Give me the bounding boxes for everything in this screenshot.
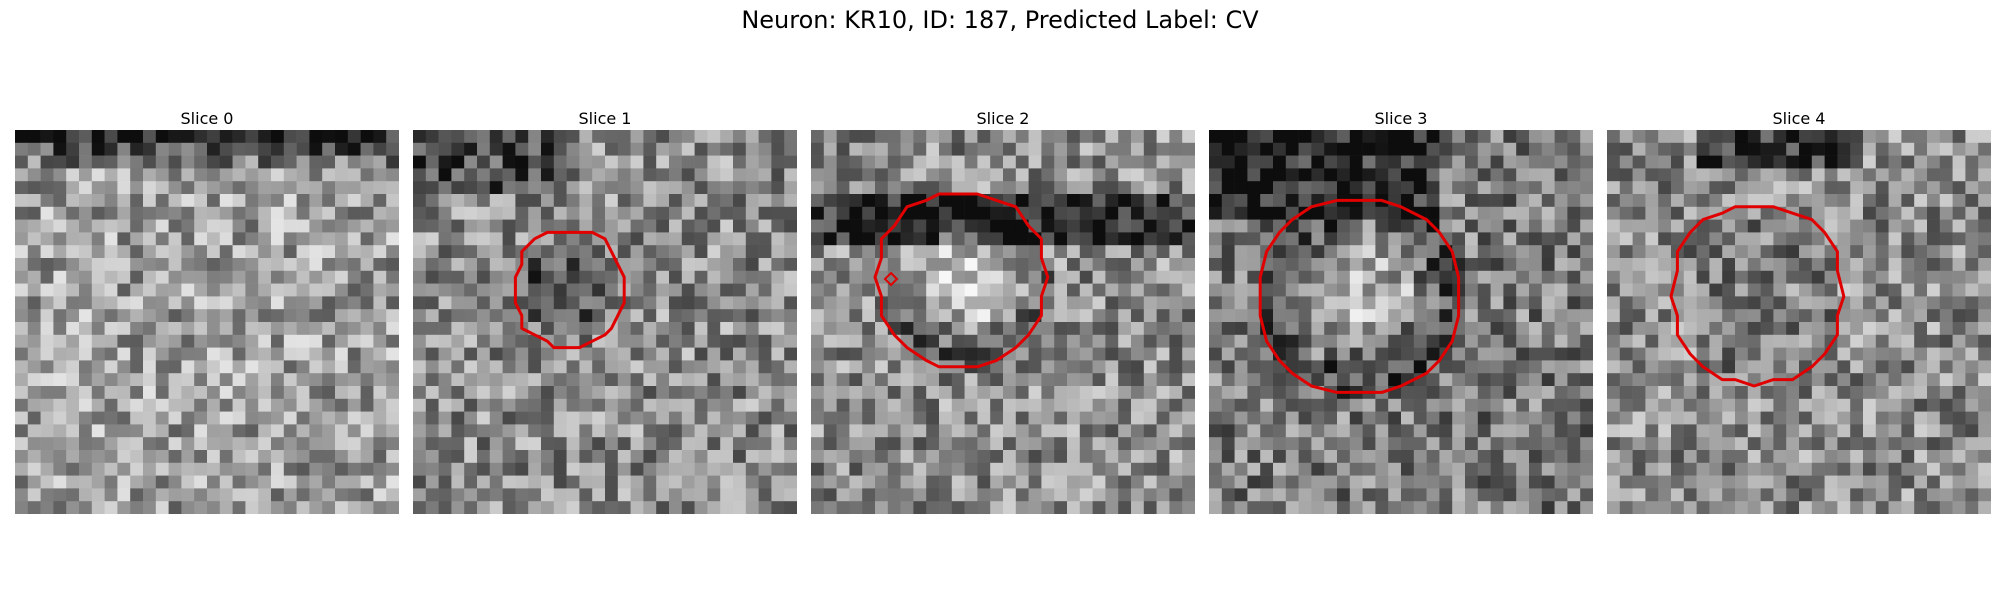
- slice-title-2: Slice 2: [976, 109, 1030, 128]
- slice-title-0: Slice 0: [180, 109, 234, 128]
- slice-panel-4: Slice 4: [1607, 108, 1991, 514]
- roi-contour-4: [1669, 205, 1846, 388]
- roi-contour-2: [873, 192, 1050, 369]
- roi-contour-3: [1258, 198, 1461, 394]
- slice-image-4: [1607, 130, 1991, 514]
- slice-pixel-grid-1: [413, 130, 797, 514]
- slice-panel-0: Slice 0: [15, 108, 399, 514]
- slice-panel-3: Slice 3: [1209, 108, 1593, 514]
- slice-image-1: [413, 130, 797, 514]
- slice-pixel-grid-2: [811, 130, 1195, 514]
- figure-title: Neuron: KR10, ID: 187, Predicted Label: …: [741, 6, 1259, 34]
- slice-pixel-grid-0: [15, 130, 399, 514]
- roi-small-marker: [883, 271, 899, 287]
- slice-title-1: Slice 1: [578, 109, 632, 128]
- slice-image-3: [1209, 130, 1593, 514]
- slice-panel-2: Slice 2: [811, 108, 1195, 514]
- slice-image-2: [811, 130, 1195, 514]
- slice-pixel-grid-3: [1209, 130, 1593, 514]
- roi-contour-1: [513, 230, 626, 350]
- slice-image-0: [15, 130, 399, 514]
- slice-panel-1: Slice 1: [413, 108, 797, 514]
- slice-title-3: Slice 3: [1374, 109, 1428, 128]
- slice-title-4: Slice 4: [1772, 109, 1826, 128]
- slice-pixel-grid-4: [1607, 130, 1991, 514]
